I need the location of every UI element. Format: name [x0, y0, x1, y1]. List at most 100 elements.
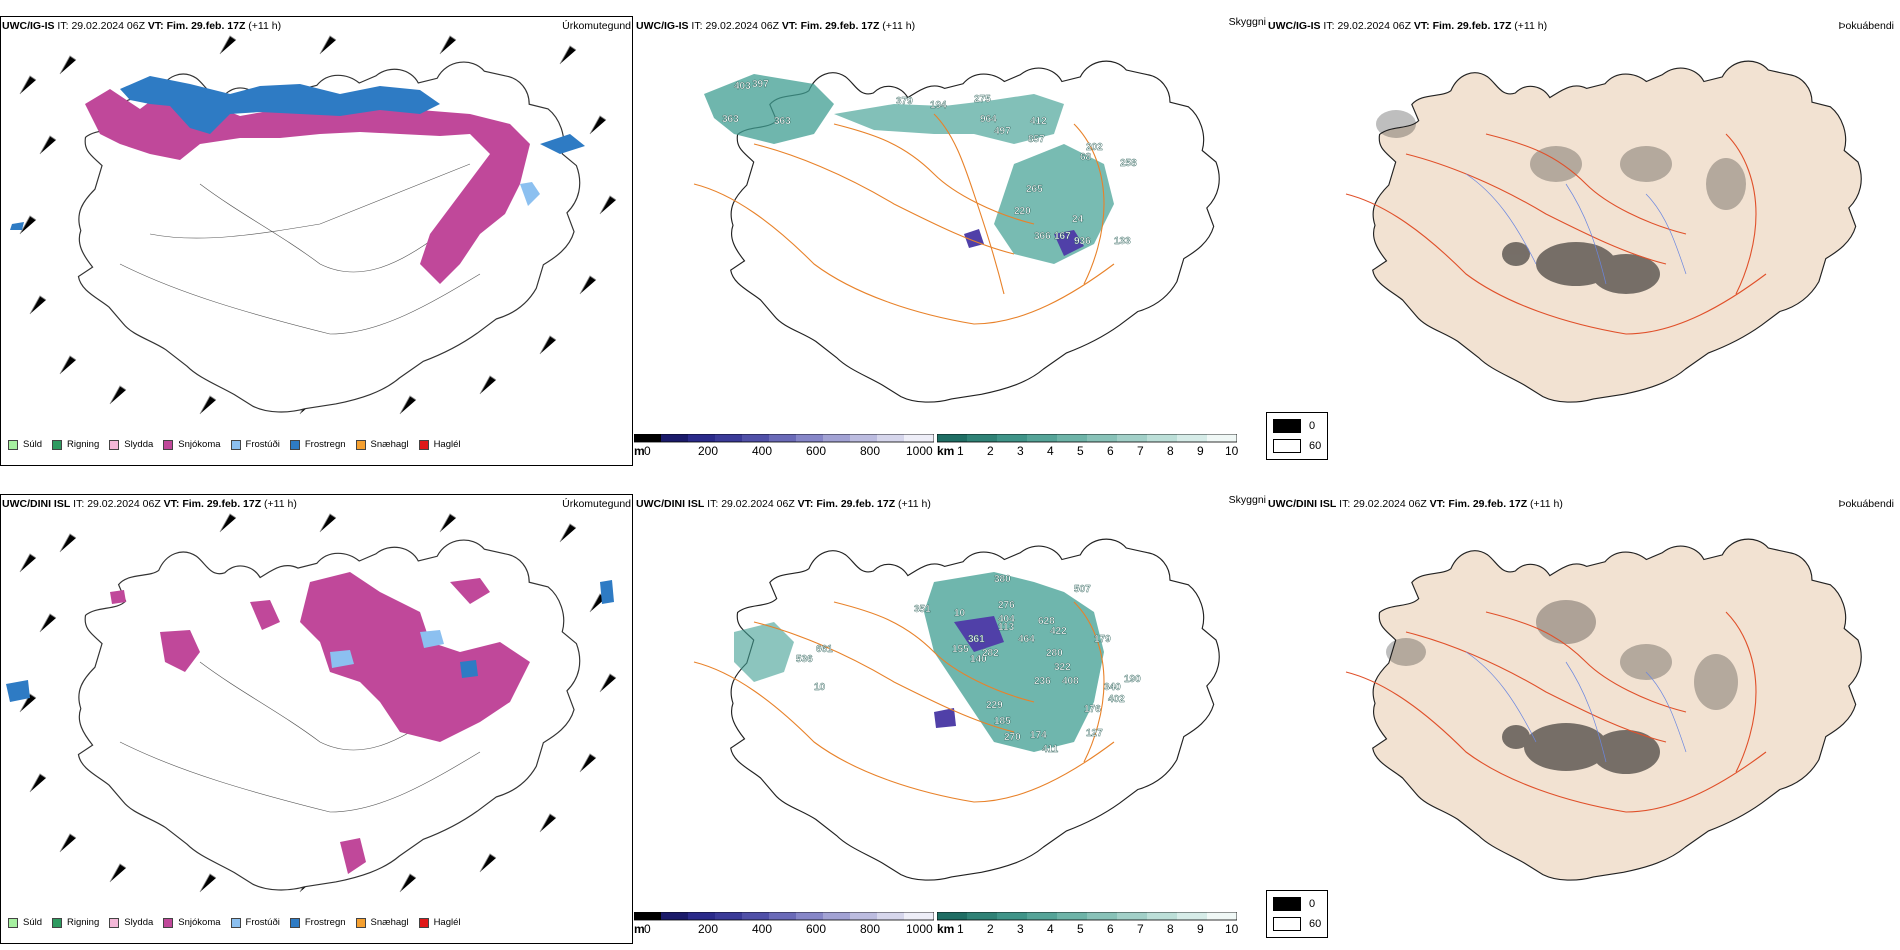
cloud-map	[693, 538, 1220, 881]
visibility-tick: 8	[1167, 922, 1174, 936]
valid-time: Fim. 29.feb. 17Z	[1448, 498, 1528, 510]
precip-legend: Súld Rigning Slydda Snjókoma Frostúði Fr…	[8, 917, 471, 928]
visibility-tick: 5	[1077, 922, 1084, 936]
fog-legend-label: 0	[1309, 420, 1316, 432]
visibility-tick: 6	[1107, 444, 1114, 458]
legend-item: Frostúði	[230, 917, 280, 928]
legend-item: Súld	[8, 439, 42, 450]
cloud-height-label: 202	[1086, 142, 1103, 153]
fog-legend-box: 0 60	[1266, 890, 1328, 938]
visibility-tick: 2	[987, 922, 994, 936]
legend-swatch	[52, 917, 63, 928]
issue-time: 29.02.2024 06Z	[721, 498, 795, 510]
panel-header: UWC/IG-IS IT: 29.02.2024 06Z VT: Fim. 29…	[636, 16, 1266, 36]
legend-label: Snæhagl	[370, 439, 409, 450]
legend-item: Slydda	[109, 439, 153, 450]
cloud-base-tick: 800	[860, 444, 881, 458]
cloud-height-label: 412	[1030, 116, 1047, 127]
cloud-base-tick: 600	[806, 444, 827, 458]
vt-label: VT:	[1429, 498, 1446, 510]
visibility-colorbar: km 1 2 3 4 5 6 7 8 9 10	[937, 912, 1238, 942]
panel-title: Skyggni	[1228, 494, 1266, 506]
visibility-tick: 8	[1167, 444, 1174, 458]
fog-legend-swatch	[1273, 897, 1301, 911]
visibility-tick: 9	[1197, 922, 1204, 936]
issue-time: 29.02.2024 06Z	[1337, 20, 1411, 32]
cloud-base-unit: m	[634, 444, 645, 458]
lead-time: (+11 h)	[264, 498, 297, 510]
visibility-tick: 1	[957, 444, 964, 458]
cloud-base-tick: 200	[698, 444, 719, 458]
lead-time: (+11 h)	[1530, 498, 1563, 510]
legend-item: Snæhagl	[355, 439, 409, 450]
legend-label: Slydda	[124, 439, 154, 450]
fog-panel-top: UWC/IG-IS IT: 29.02.2024 06Z VT: Fim. 29…	[1266, 14, 1900, 466]
cloud-base-tick: 600	[806, 922, 827, 936]
visibility-tick: 10	[1225, 444, 1239, 458]
cloud-height-label: 402	[1108, 694, 1125, 705]
issue-time: 29.02.2024 06Z	[705, 20, 779, 32]
cloud-height-label: 155	[952, 644, 969, 655]
cloud-height-label: 190	[1124, 674, 1141, 685]
visibility-tick: 5	[1077, 444, 1084, 458]
cloud-height-label: 363	[774, 116, 791, 127]
vt-label: VT:	[163, 498, 180, 510]
visibility-ramp	[937, 912, 1237, 921]
cloud-height-label: 322	[1054, 662, 1071, 673]
legend-item: Snjókoma	[163, 439, 221, 450]
fog-panel-bottom: UWC/DINI ISL IT: 29.02.2024 06Z VT: Fim.…	[1266, 492, 1900, 944]
legend-swatch	[109, 439, 120, 450]
cloud-height-label: 265	[1026, 184, 1043, 195]
legend-swatch	[355, 439, 366, 450]
cloud-base-ramp	[634, 912, 934, 921]
cloud-base-tick: 0	[644, 922, 651, 936]
cloud-height-label: 229	[986, 700, 1003, 711]
fog-map	[1345, 60, 1862, 403]
panel-title: Úrkomutegund	[562, 498, 631, 510]
cloud-height-label: 363	[722, 114, 739, 125]
visibility-unit: km	[937, 922, 955, 936]
legend-label: Rigning	[67, 439, 100, 450]
visibility-tick: 7	[1137, 444, 1144, 458]
legend-swatch	[230, 439, 241, 450]
legend-item: Súld	[8, 917, 42, 928]
cloud-height-label: 936	[1074, 236, 1091, 247]
cloud-height-label: 10	[814, 682, 826, 693]
legend-label: Frostregn	[304, 917, 346, 928]
legend-item: Rigning	[52, 439, 99, 450]
legend-swatch	[8, 439, 18, 450]
fog-legend-swatch	[1273, 917, 1301, 931]
legend-label: Frostúði	[245, 439, 280, 450]
visibility-tick: 3	[1017, 922, 1024, 936]
fog-legend-box: 0 60	[1266, 412, 1328, 460]
valid-time: Fim. 29.feb. 17Z	[800, 20, 880, 32]
cloud-base-tick: 1000	[906, 922, 933, 936]
panel-header: UWC/DINI ISL IT: 29.02.2024 06Z VT: Fim.…	[2, 498, 633, 514]
cloud-height-label: 133	[1114, 236, 1131, 247]
legend-swatch	[355, 917, 366, 928]
cloud-height-label: 185	[994, 716, 1011, 727]
panel-header: UWC/DINI ISL IT: 29.02.2024 06Z VT: Fim.…	[636, 494, 1266, 514]
cloud-height-label: 404	[998, 614, 1015, 625]
cloud-map	[693, 60, 1220, 403]
fog-legend-row: 0	[1273, 897, 1315, 911]
legend-item: Frostregn	[289, 917, 346, 928]
legend-label: Haglél	[433, 439, 461, 450]
cloud-height-label: 236	[1034, 676, 1051, 687]
precip-type-map	[10, 35, 617, 415]
cloud-height-label: 68	[1080, 152, 1092, 163]
fog-legend-label: 60	[1309, 440, 1322, 452]
panel-title: Þokuábendi	[1838, 498, 1894, 510]
cloud-base-tick: 800	[860, 922, 881, 936]
fog-legend-row: 60	[1273, 917, 1321, 931]
legend-label: Súld	[23, 439, 43, 450]
model-name: UWC/DINI ISL	[2, 498, 71, 510]
freezing-rain-area	[120, 76, 440, 134]
model-name: UWC/IG-IS	[2, 20, 55, 32]
legend-swatch	[109, 917, 120, 928]
cloud-height-label: 379	[896, 96, 913, 107]
cloud-height-label: 282	[982, 648, 999, 659]
model-name: UWC/DINI ISL	[1268, 498, 1337, 510]
it-label: IT:	[57, 20, 69, 32]
